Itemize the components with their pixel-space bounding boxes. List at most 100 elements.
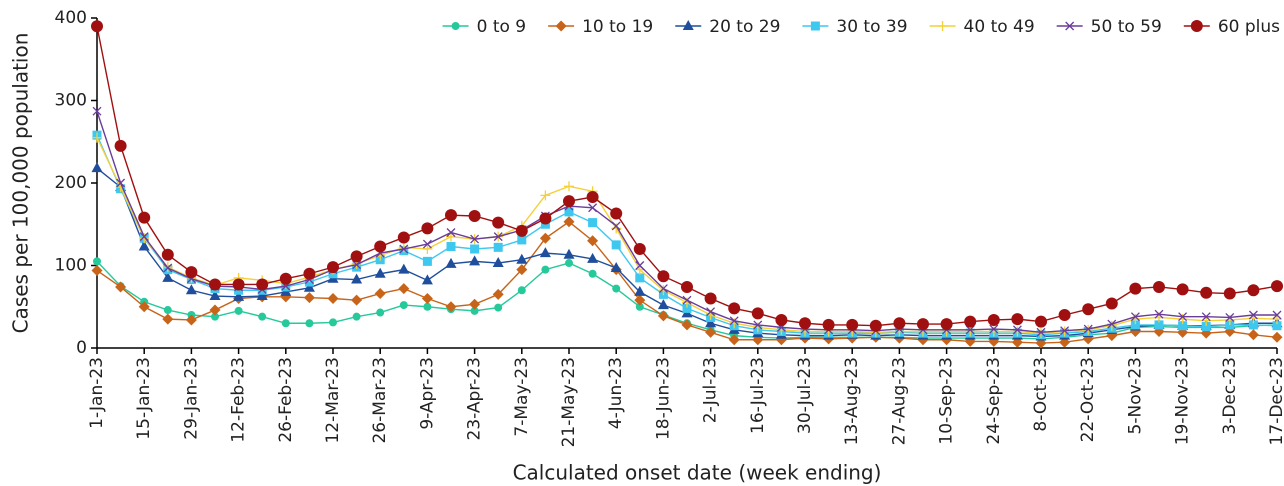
point <box>398 263 410 274</box>
point <box>114 139 127 152</box>
point <box>374 240 387 253</box>
x-tick-label: 8-Oct-23 <box>1031 357 1051 432</box>
legend-item: 30 to 39 <box>802 17 908 37</box>
point <box>682 303 692 313</box>
point <box>989 324 999 334</box>
point <box>398 242 409 253</box>
point <box>728 334 740 346</box>
point <box>706 307 716 317</box>
x-tick-label: 26-Mar-23 <box>370 357 390 444</box>
legend-item: 40 to 49 <box>929 17 1035 37</box>
point <box>964 315 977 328</box>
point <box>822 318 835 331</box>
point <box>681 280 693 293</box>
point <box>374 267 386 278</box>
point <box>161 248 174 261</box>
point <box>1035 315 1047 328</box>
x-tick-label: 2-Jul-23 <box>701 357 721 423</box>
point <box>399 244 409 254</box>
x-tick-label: 23-Apr-23 <box>465 357 485 440</box>
point <box>446 242 456 252</box>
point <box>657 310 669 322</box>
x-tick-label: 27-Aug-23 <box>889 357 909 445</box>
point <box>753 320 763 330</box>
point <box>1248 320 1258 330</box>
x-tick-label: 22-Oct-23 <box>1078 357 1098 442</box>
point <box>446 228 456 237</box>
point <box>163 306 172 315</box>
y-tick-label: 300 <box>55 91 87 111</box>
point <box>138 301 150 313</box>
series <box>92 130 1282 340</box>
point <box>138 240 150 251</box>
x-tick-label: 24-Sep-23 <box>984 357 1004 445</box>
point <box>303 292 315 304</box>
point <box>1201 322 1211 332</box>
point <box>1201 312 1211 322</box>
point <box>492 288 504 300</box>
point <box>539 232 551 244</box>
point <box>635 273 645 283</box>
point <box>163 263 173 273</box>
legend-item: 60 plus <box>1183 17 1280 37</box>
point <box>846 318 859 331</box>
legend-item: 50 to 59 <box>1056 17 1162 37</box>
point <box>256 278 269 291</box>
point <box>555 20 567 32</box>
point <box>209 290 221 301</box>
point <box>1082 303 1095 316</box>
point <box>493 232 503 242</box>
point <box>305 319 314 328</box>
point <box>1223 287 1236 300</box>
point <box>729 316 739 326</box>
x-tick-label: 19-Nov-23 <box>1173 357 1193 445</box>
point <box>893 317 906 330</box>
point <box>445 257 457 268</box>
point <box>869 319 882 332</box>
point <box>234 306 243 315</box>
y-tick-label: 0 <box>76 338 87 358</box>
point <box>421 293 433 304</box>
legend-label: 10 to 19 <box>582 17 653 37</box>
point <box>1130 320 1140 330</box>
point <box>657 270 670 283</box>
point <box>564 207 574 217</box>
point <box>1200 286 1213 299</box>
point <box>209 304 221 316</box>
point <box>162 313 174 325</box>
point <box>516 253 528 264</box>
point <box>564 181 574 192</box>
point <box>612 284 621 293</box>
y-axis-title: Cases per 100,000 population <box>9 33 33 334</box>
point <box>1271 331 1283 343</box>
x-tick-label: 21-May-23 <box>559 357 579 447</box>
point <box>965 325 975 335</box>
point <box>374 288 386 300</box>
point <box>937 21 948 31</box>
point <box>635 302 644 311</box>
x-tick-label: 3-Dec-23 <box>1220 357 1240 435</box>
x-tick-label: 30-Jul-23 <box>795 357 815 434</box>
legend-label: 60 plus <box>1218 17 1280 37</box>
point <box>398 283 410 295</box>
point <box>351 294 363 306</box>
point <box>138 211 151 224</box>
point <box>810 21 820 31</box>
point <box>397 231 410 244</box>
point <box>185 284 197 295</box>
point <box>917 318 929 331</box>
point <box>588 203 598 213</box>
series <box>92 132 1282 339</box>
point <box>1130 312 1140 322</box>
x-tick-label: 26-Feb-23 <box>276 357 296 443</box>
point <box>1272 310 1282 320</box>
point <box>303 267 316 280</box>
point <box>139 232 149 242</box>
x-tick-label: 15-Jan-23 <box>134 357 154 440</box>
series <box>91 20 1283 332</box>
point <box>940 318 953 331</box>
point <box>351 273 363 284</box>
point <box>586 191 599 204</box>
point <box>1248 310 1258 320</box>
